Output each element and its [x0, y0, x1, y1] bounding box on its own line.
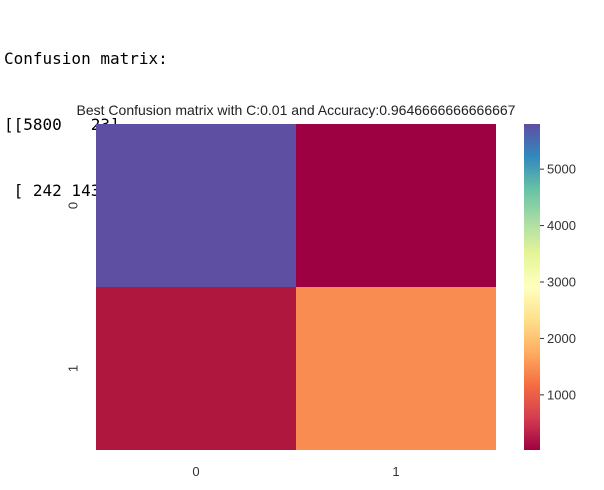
- colorbar: [524, 124, 540, 450]
- colorbar-tick-label: 1000: [547, 387, 576, 402]
- chart-title: Best Confusion matrix with C:0.01 and Ac…: [77, 102, 516, 118]
- y-tick-label: 0: [65, 202, 80, 209]
- colorbar-tick-label: 2000: [547, 331, 576, 346]
- colorbar-tick-label: 4000: [547, 218, 576, 233]
- y-axis-ticks: 01: [65, 202, 80, 372]
- heatmap-cells: [96, 124, 496, 450]
- console-line: Confusion matrix:: [4, 49, 168, 68]
- heatmap-cell: [96, 287, 296, 450]
- y-tick-label: 1: [65, 365, 80, 372]
- x-tick-label: 0: [192, 464, 199, 479]
- heatmap-cell: [96, 124, 296, 287]
- heatmap-cell: [296, 287, 496, 450]
- x-tick-label: 1: [392, 464, 399, 479]
- heatmap-cell: [296, 124, 496, 287]
- colorbar-tick-label: 5000: [547, 162, 576, 177]
- colorbar-ticks: 1000 2000 3000 4000 5000: [540, 162, 576, 402]
- colorbar-tick-label: 3000: [547, 275, 576, 290]
